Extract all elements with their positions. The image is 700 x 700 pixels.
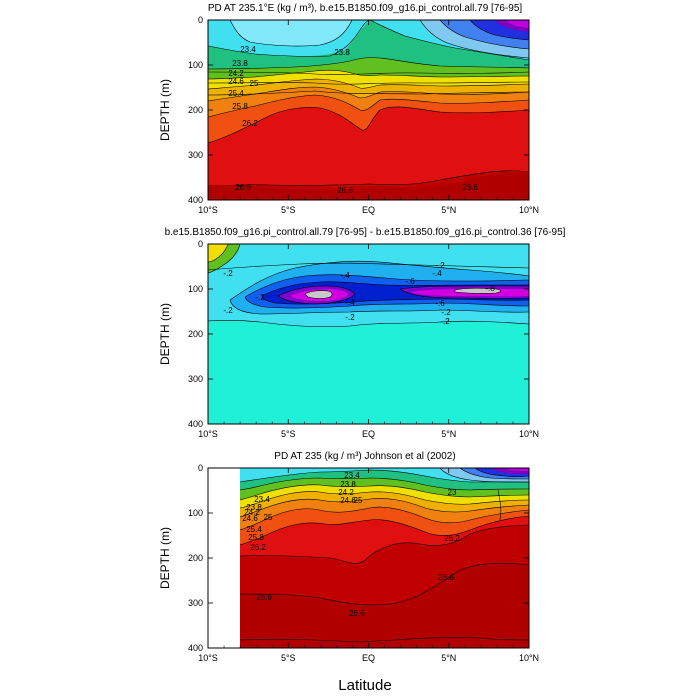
panel2-plot bbox=[208, 244, 529, 424]
panel1-fill-magenta bbox=[505, 20, 529, 28]
panel1-clabel: 24.2 bbox=[228, 69, 244, 78]
panel3-clabel: 23 bbox=[448, 488, 457, 497]
y-tick-label: 200 bbox=[188, 329, 203, 339]
panel2-clabel: -.4 bbox=[340, 271, 350, 280]
y-tick-label: 400 bbox=[188, 195, 203, 205]
panel3-contour-lines bbox=[240, 468, 529, 643]
x-tick-label: 10°S bbox=[198, 205, 218, 215]
panel1-clabel: 26.2 bbox=[242, 119, 258, 128]
panel1-clabel: 26.6 bbox=[235, 183, 251, 192]
x-tick-label: EQ bbox=[362, 205, 375, 215]
panel3-title: PD AT 235 (kg / m³) Johnson et al (2002) bbox=[274, 451, 456, 462]
y-tick-label: 400 bbox=[188, 419, 203, 429]
panel3-clabel: 26.6 bbox=[349, 609, 365, 618]
panel1-title: PD AT 235.1°E (kg / m³), b.e15.B1850.f09… bbox=[207, 3, 523, 14]
y-tick-label: 0 bbox=[198, 239, 203, 249]
panel2-clabel: -.6 bbox=[405, 277, 415, 286]
panel2-clabel: -.4 bbox=[345, 298, 355, 307]
x-tick-label: EQ bbox=[362, 653, 375, 663]
panel1-clabel: 25.4 bbox=[228, 89, 244, 98]
y-tick-label: 400 bbox=[188, 643, 203, 653]
panel2-fill-corner-yellow bbox=[208, 244, 228, 262]
panel2-contour-label-layer: -.2 -.2 -.4 -.2 -.4 -.6 -.2 -.4 -.6 -.8 … bbox=[223, 261, 495, 326]
y-tick-label: 300 bbox=[188, 598, 203, 608]
panel3-clabel: 23.4 bbox=[344, 471, 360, 480]
panel1-clabel: 25 bbox=[250, 79, 259, 88]
panel1-plot bbox=[208, 20, 529, 200]
panel1-clabel: 24.6 bbox=[228, 77, 244, 86]
panel3-contour-label-layer: 23.4 23.8 24.2 24.6 25 25.4 25.8 26.2 23… bbox=[242, 471, 460, 618]
panel2-fill-m1_4 bbox=[305, 288, 501, 299]
y-tick-label: 300 bbox=[188, 150, 203, 160]
x-tick-label: 10°S bbox=[198, 429, 218, 439]
x-tick-label: 10°S bbox=[198, 653, 218, 663]
panel3-clabel: 24.2 bbox=[338, 488, 354, 497]
panel3-clabel: 25.8 bbox=[248, 533, 264, 542]
panel1-clabel: 26.6 bbox=[462, 183, 478, 192]
panel3-clabel: 23.8 bbox=[246, 503, 262, 512]
x-tick-label: 5°S bbox=[281, 653, 296, 663]
panel2-clabel: -.8 bbox=[485, 284, 495, 293]
panel3-clabel: 24.6 bbox=[340, 496, 356, 505]
panel2-clabel: -.2 bbox=[435, 261, 445, 270]
panel3-clabel: 23.4 bbox=[254, 495, 270, 504]
panel3-clabel: 24.2 bbox=[244, 508, 260, 517]
y-tick-label: 100 bbox=[188, 508, 203, 518]
y-tick-label: 100 bbox=[188, 284, 203, 294]
x-tick-label: EQ bbox=[362, 429, 375, 439]
panel2-clabel: -.2 bbox=[441, 308, 451, 317]
panel2-clabel: -.6 bbox=[435, 299, 445, 308]
panel3-clabel: 25 bbox=[354, 496, 363, 505]
panel3-plot bbox=[240, 468, 529, 648]
y-tick-label: 200 bbox=[188, 553, 203, 563]
panel2-clabel: -.2 bbox=[440, 317, 450, 326]
panel1-contour-label-layer: 23.4 23.8 23.8 24.2 24.6 25 25.4 25.8 26… bbox=[228, 45, 478, 195]
panel2-clabel: -.2 bbox=[223, 269, 233, 278]
panel3-clabel: 26.2 bbox=[250, 543, 266, 552]
panel3-clabel: 24.6 bbox=[242, 514, 258, 523]
panel2-title: b.e15.B1850.f09_g16.pi_control.all.79 [7… bbox=[164, 227, 566, 238]
panel1-fill-shallow-cyan bbox=[230, 20, 352, 46]
panel1-clabel: 23.8 bbox=[232, 59, 248, 68]
y-tick-label: 300 bbox=[188, 374, 203, 384]
panel1-clabel: 25.8 bbox=[232, 102, 248, 111]
panel1-clabel: 23.8 bbox=[334, 48, 350, 57]
x-tick-label: 10°N bbox=[519, 429, 539, 439]
x-tick-label: 5°S bbox=[281, 205, 296, 215]
panel3-clabel: 26.2 bbox=[444, 534, 460, 543]
panel3-clabel: 26.6 bbox=[256, 593, 272, 602]
y-tick-label: 200 bbox=[188, 105, 203, 115]
y-tick-label: 0 bbox=[198, 463, 203, 473]
panel1-clabel: 26.6 bbox=[337, 186, 353, 195]
x-tick-label: 5°N bbox=[441, 653, 456, 663]
x-tick-label: 10°N bbox=[519, 205, 539, 215]
panel3-clabel: 26.6 bbox=[438, 573, 454, 582]
x-tick-label: 5°N bbox=[441, 205, 456, 215]
panel2-contour-lines bbox=[208, 244, 529, 328]
panel3-clabel: 25 bbox=[264, 513, 273, 522]
x-tick-label: 5°S bbox=[281, 429, 296, 439]
panel2-clabel: -.2 bbox=[255, 293, 265, 302]
x-tick-label: 10°N bbox=[519, 653, 539, 663]
panel2-clabel: -.4 bbox=[432, 269, 442, 278]
panel3-clabel: 25.4 bbox=[246, 525, 262, 534]
panel2-clabel: -.2 bbox=[223, 306, 233, 315]
x-axis-label: Latitude bbox=[338, 677, 392, 694]
panel3-clabel: 23.8 bbox=[340, 480, 356, 489]
y-tick-label: 100 bbox=[188, 60, 203, 70]
panel1-fill-bottom-dark bbox=[208, 170, 529, 200]
panel1-clabel: 23.4 bbox=[240, 45, 256, 54]
x-tick-label: 5°N bbox=[441, 429, 456, 439]
panel3-fill-magenta bbox=[505, 468, 529, 471]
panel2-clabel: -.2 bbox=[345, 313, 355, 322]
panel1-contour-lines bbox=[208, 20, 529, 199]
y-tick-label: 0 bbox=[198, 15, 203, 25]
